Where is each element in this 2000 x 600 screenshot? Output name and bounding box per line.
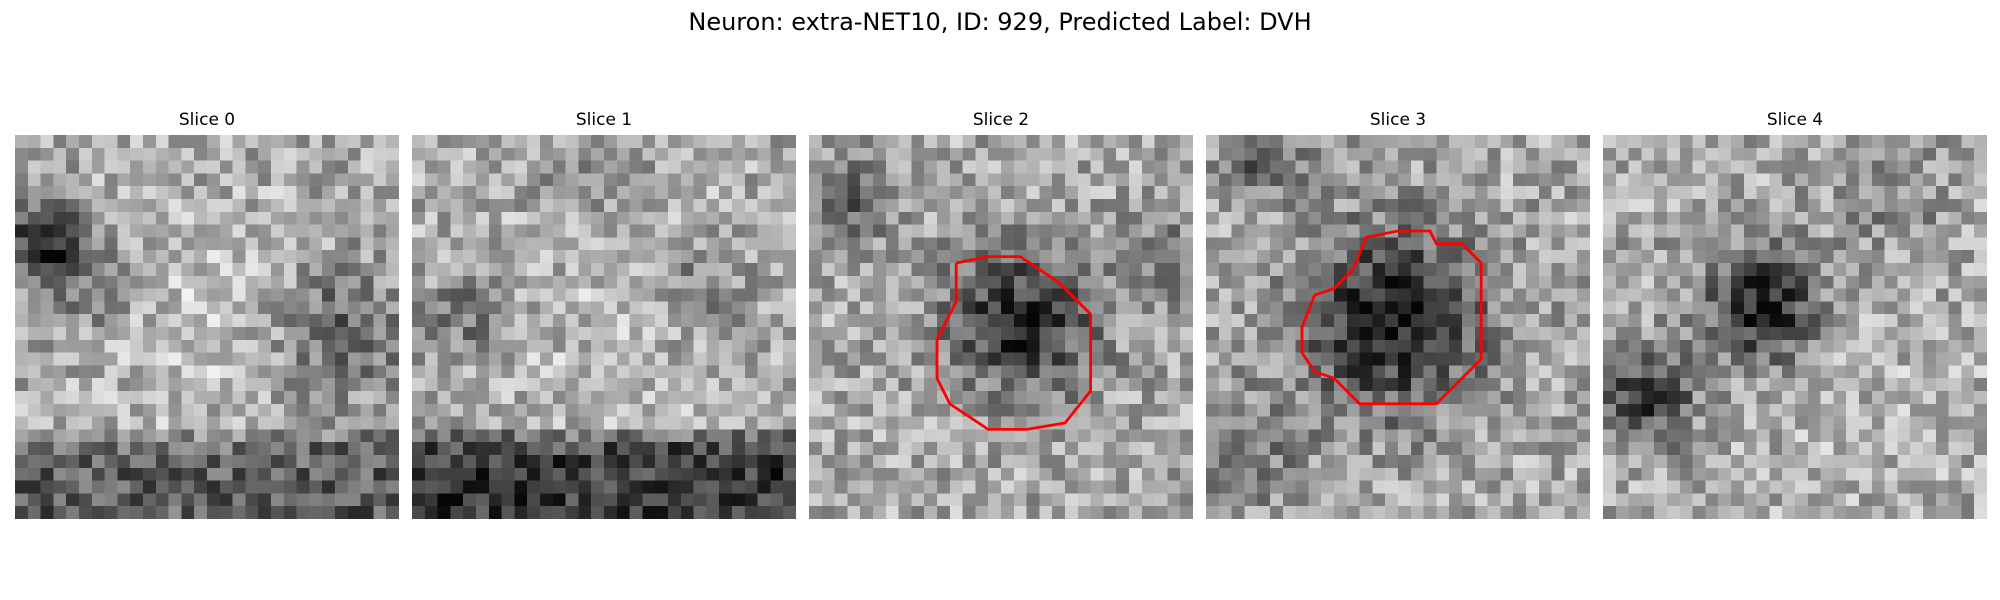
panel-title-slice-4: Slice 4 — [1766, 110, 1824, 130]
panel-title-slice-0: Slice 0 — [178, 110, 236, 130]
slice-1-image — [412, 135, 796, 519]
slice-2-image — [809, 135, 1193, 519]
slice-4-image — [1603, 135, 1987, 519]
figure-title: Neuron: extra-NET10, ID: 929, Predicted … — [688, 8, 1312, 36]
slice-0-image — [15, 135, 399, 519]
panel-title-slice-3: Slice 3 — [1369, 110, 1427, 130]
slice-3-segmentation-contour — [1300, 229, 1483, 406]
panel-title-slice-2: Slice 2 — [972, 110, 1030, 130]
panel-title-slice-1: Slice 1 — [575, 110, 633, 130]
slice-2-segmentation-contour — [935, 255, 1093, 431]
slice-3-image — [1206, 135, 1590, 519]
